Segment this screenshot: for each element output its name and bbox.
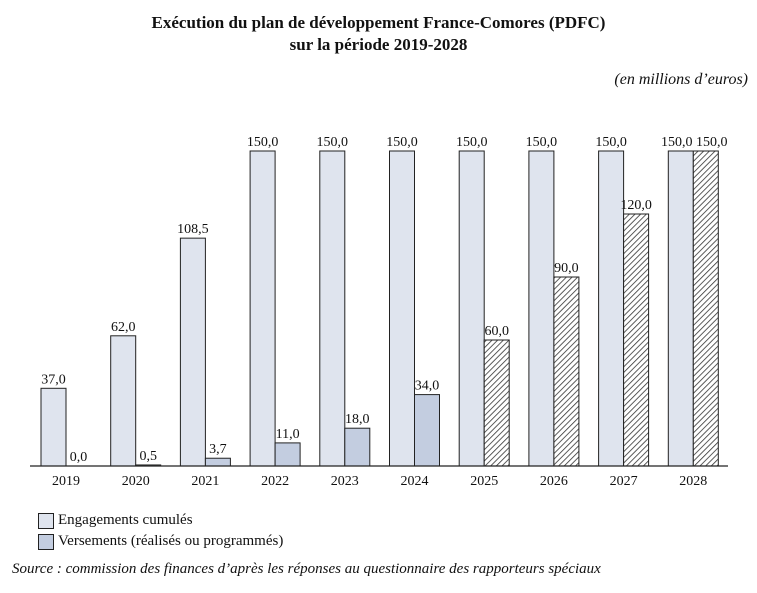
x-tick-label-2021: 2021	[191, 474, 219, 489]
data-label-engagements-2023: 150,0	[317, 135, 349, 150]
data-label-engagements-2019: 37,0	[41, 372, 66, 387]
bar-versements-2024	[414, 394, 440, 467]
legend-swatch-engagements	[38, 512, 54, 529]
chart-title: Exécution du plan de développement Franc…	[0, 12, 757, 56]
x-tick-label-2025: 2025	[470, 474, 498, 489]
x-tick-label-2027: 2027	[610, 474, 638, 489]
data-label-versements-2028: 150,0	[696, 135, 728, 150]
data-label-engagements-2026: 150,0	[526, 135, 558, 150]
bar-versements-2022	[274, 442, 301, 467]
bar-versements-2023	[344, 427, 371, 467]
data-label-versements-2025: 60,0	[484, 324, 509, 339]
unit-label: (en millions d’euros)	[614, 71, 748, 88]
legend-swatch-versements	[38, 533, 54, 550]
legend-label-engagements: Engagements cumulés	[58, 512, 193, 528]
chart-title-line-1: Exécution du plan de développement Franc…	[151, 13, 606, 32]
bar-engagements-2025	[458, 150, 485, 467]
x-tick-label-2023: 2023	[331, 474, 359, 489]
bar-versements-2027	[623, 213, 650, 467]
bar-engagements-2019	[40, 387, 67, 467]
legend-item-engagements: Engagements cumulés	[38, 510, 283, 531]
bar-engagements-2021	[179, 237, 206, 467]
data-label-versements-2022: 11,0	[276, 427, 300, 442]
data-label-engagements-2025: 150,0	[456, 135, 488, 150]
bar-engagements-2022	[249, 150, 276, 467]
source-note: Source : commission des finances d’après…	[12, 561, 601, 577]
data-label-versements-2020: 0,5	[139, 449, 157, 464]
data-label-versements-2023: 18,0	[345, 412, 370, 427]
data-label-engagements-2022: 150,0	[247, 135, 279, 150]
bar-engagements-2026	[528, 150, 555, 467]
data-label-engagements-2028: 150,0	[661, 135, 693, 150]
bar-versements-2028	[692, 150, 719, 467]
data-label-versements-2026: 90,0	[554, 261, 579, 276]
x-tick-label-2026: 2026	[540, 474, 568, 489]
bar-versements-2021	[204, 457, 231, 467]
legend: Engagements cumulés Versements (réalisés…	[38, 510, 283, 552]
legend-item-versements: Versements (réalisés ou programmés)	[38, 531, 283, 552]
data-label-versements-2027: 120,0	[620, 198, 652, 213]
x-tick-label-2022: 2022	[261, 474, 289, 489]
x-tick-label-2020: 2020	[122, 474, 150, 489]
bar-versements-2025	[483, 339, 510, 467]
x-tick-label-2019: 2019	[52, 474, 80, 489]
data-label-versements-2019: 0,0	[70, 450, 88, 465]
bar-engagements-2020	[110, 335, 137, 467]
chart-title-line-2: sur la période 2019-2028	[289, 35, 468, 54]
data-label-engagements-2021: 108,5	[177, 222, 209, 237]
legend-label-versements: Versements (réalisés ou programmés)	[58, 533, 284, 549]
x-tick-label-2024: 2024	[401, 474, 429, 489]
data-label-engagements-2020: 62,0	[111, 320, 136, 335]
bar-engagements-2023	[319, 150, 346, 467]
bar-versements-2026	[553, 276, 580, 467]
bar-engagements-2028	[667, 150, 694, 467]
data-label-versements-2024: 34,0	[415, 379, 440, 394]
x-tick-label-2028: 2028	[679, 474, 707, 489]
bar-engagements-2024	[389, 150, 415, 467]
data-label-engagements-2024: 150,0	[386, 135, 418, 150]
data-label-engagements-2027: 150,0	[595, 135, 627, 150]
data-label-versements-2021: 3,7	[209, 442, 227, 457]
